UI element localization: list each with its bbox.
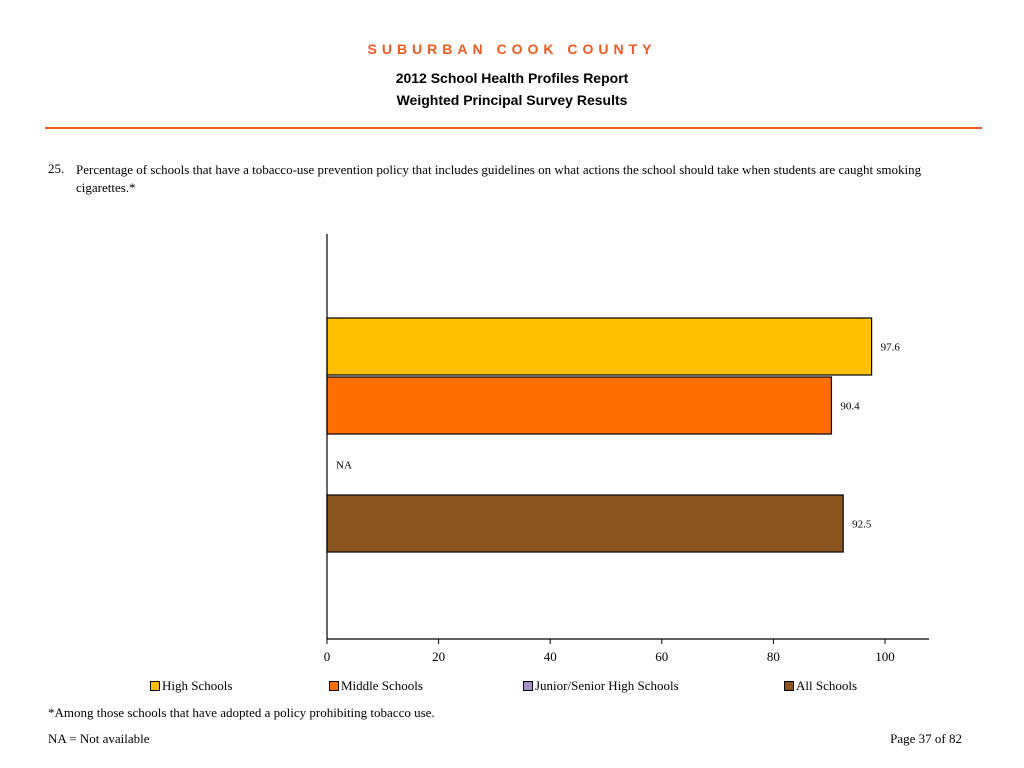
legend-item-junior-senior-high-schools: Junior/Senior High Schools [523,678,679,694]
na-note: NA = Not available [48,731,150,746]
legend-swatch-junior-senior-high-schools [523,681,533,692]
report-title: 2012 School Health Profiles Report [395,70,629,86]
question-number: 25. [48,161,65,176]
legend-label-middle-schools: Middle Schools [341,678,423,693]
data-label-junior-senior-high-schools: NA [336,460,352,472]
legend-label-junior-senior-high-schools: Junior/Senior High Schools [535,678,679,693]
survey-subtitle: Weighted Principal Survey Results [396,92,628,108]
bar-middle-schools [326,376,833,435]
legend-swatch-middle-schools [329,681,339,692]
legend-item-all-schools: All Schools [784,678,857,694]
chart-legend: High Schools Middle Schools Junior/Senio… [0,678,1024,696]
footnote: *Among those schools that have adopted a… [48,705,435,720]
legend-swatch-high-schools [150,681,160,692]
legend-item-high-schools: High Schools [150,678,232,694]
bar-high-schools [326,317,873,376]
legend-label-high-schools: High Schools [162,678,233,693]
x-tick-label-40: 40 [544,649,557,664]
data-label-middle-schools: 90.4 [840,401,860,413]
page-number: Page 37 of 82 [890,731,962,746]
header-divider [45,127,982,129]
x-tick-label-20: 20 [432,649,445,664]
x-tick-label-60: 60 [655,649,668,664]
data-label-high-schools: 97.6 [881,342,901,354]
x-tick-label-80: 80 [767,649,780,664]
x-tick-label-100: 100 [875,649,895,664]
legend-swatch-all-schools [784,681,794,692]
data-label-all-schools: 92.5 [852,519,872,531]
legend-label-all-schools: All Schools [796,678,858,693]
x-tick-label-0: 0 [324,649,331,664]
county-title: SUBURBAN COOK COUNTY [367,41,657,57]
legend-item-middle-schools: Middle Schools [329,678,423,694]
bar-all-schools [326,494,844,553]
question-text: Percentage of schools that have a tobacc… [76,162,922,195]
